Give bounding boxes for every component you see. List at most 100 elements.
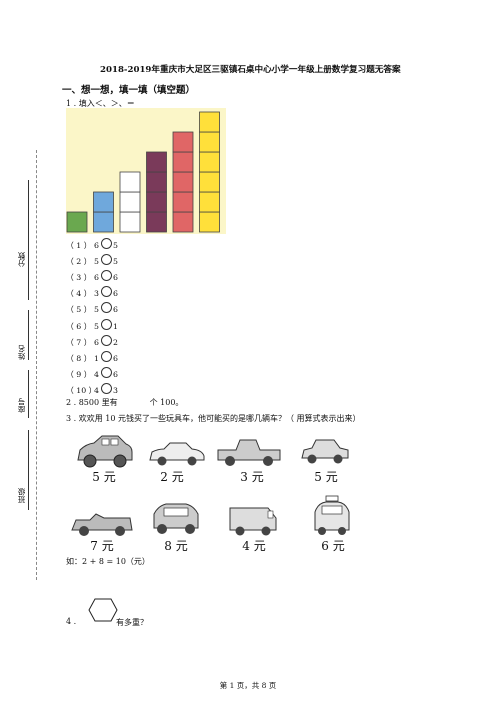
car-1-wheel <box>83 454 97 468</box>
question-3: 3 . 欢欢用 10 元钱买了一些玩具车，他可能买的是哪几辆车？（ 用算式表示出… <box>66 414 361 423</box>
car-price-3: 3 元 <box>240 470 264 484</box>
block-cube <box>146 171 167 193</box>
car-4-wheel <box>333 454 343 464</box>
block-cube <box>146 151 167 173</box>
comparison-row: （ 7 ） 6 2 <box>66 334 118 348</box>
answer-circle[interactable] <box>100 366 112 378</box>
section-heading: 一、想一想，填一填（填空题） <box>62 85 196 96</box>
comparison-right: 1 <box>112 321 118 331</box>
comparison-row: （ 1 ） 6 5 <box>66 238 118 251</box>
comparison-right: 6 <box>112 353 118 363</box>
comparison-index: （ 7 ） <box>66 337 92 347</box>
answer-circle[interactable] <box>100 318 112 330</box>
block-cube <box>199 211 220 233</box>
comparison-left: 1 <box>94 353 99 363</box>
comparison-index: （ 3 ） <box>66 273 92 283</box>
question-1: 1 . 填入＜、＞、＝ <box>66 99 135 108</box>
margin-score-line <box>28 180 29 300</box>
toy-car-2-picture <box>149 442 205 466</box>
block-cube <box>172 211 194 233</box>
block-cube <box>199 191 220 213</box>
example-equation: 如：2 + 8 = 10（元） <box>66 557 150 566</box>
comparison-left: 4 <box>94 369 99 379</box>
block-cube <box>93 191 114 213</box>
car-1-body <box>77 435 133 461</box>
comparison-row: （ 3 ） 6 6 <box>66 270 118 283</box>
car-price-1: 5 元 <box>92 470 116 484</box>
block-cube <box>66 211 88 233</box>
car-5-wheel <box>115 526 125 536</box>
page-footer: 第 1 页，共 8 页 <box>219 681 277 690</box>
comparison-row: （ 5 ） 5 6 <box>66 302 118 315</box>
comparison-left: 3 <box>94 289 99 299</box>
block-stack-picture <box>66 108 226 234</box>
car-8-wheel <box>318 527 326 535</box>
comparison-right: 6 <box>112 289 118 299</box>
car-1-window <box>110 438 119 446</box>
block-cube <box>172 131 194 153</box>
question-4-text: 有多重？ <box>116 618 148 627</box>
comparison-right: 6 <box>112 369 118 379</box>
comparison-row: （ 4 ） 3 6 <box>66 286 118 299</box>
car-price-4: 5 元 <box>314 470 338 484</box>
comparison-left: 4 <box>94 385 99 395</box>
margin-score-label: 分数 <box>17 252 26 267</box>
block-cube <box>199 171 220 193</box>
car-3-body <box>217 439 281 461</box>
comparison-index: （ 5 ） <box>66 305 92 315</box>
comparison-right: 5 <box>112 257 118 267</box>
answer-circle[interactable] <box>100 286 112 298</box>
car-7-wheel <box>261 526 271 536</box>
car-8-roof-sign <box>325 495 339 502</box>
comparison-left: 5 <box>94 321 99 331</box>
comparison-index: （ 10 ） <box>66 385 97 395</box>
answer-circle[interactable] <box>100 238 112 249</box>
comparison-right: 3 <box>112 385 118 395</box>
car-price-7: 4 元 <box>242 539 266 553</box>
car-price-8: 6 元 <box>321 539 345 553</box>
comparison-row: （ 9 ） 4 6 <box>66 366 118 380</box>
car-2-body <box>149 442 205 461</box>
block-cube <box>146 191 167 213</box>
block-cube <box>119 171 141 193</box>
block-cube <box>119 211 141 233</box>
block-cube <box>119 191 141 213</box>
comparison-index: （ 2 ） <box>66 257 92 267</box>
block-stacks <box>66 111 220 233</box>
answer-circle[interactable] <box>100 270 112 282</box>
question-2: 2 . 8500 里有 个 100。 <box>66 397 183 408</box>
car-8-wheel <box>338 527 346 535</box>
block-cube <box>172 151 194 173</box>
answer-circle[interactable] <box>100 350 112 362</box>
comparison-index: （ 6 ） <box>66 321 92 331</box>
comparison-index: （ 9 ） <box>66 369 92 379</box>
answer-circle[interactable] <box>100 334 112 346</box>
answer-circle[interactable] <box>100 382 112 394</box>
car-4-body <box>301 439 349 459</box>
binding-dashed-line <box>36 150 37 580</box>
margin-seat-label: 座号 <box>17 398 26 413</box>
comparison-row: （ 8 ） 1 6 <box>66 350 118 364</box>
toy-car-1-picture <box>77 435 133 468</box>
answer-circle[interactable] <box>100 302 112 314</box>
comparison-right: 6 <box>112 305 118 315</box>
margin-seat-line <box>28 370 29 418</box>
toy-car-5-picture <box>71 513 133 536</box>
car-1-window <box>101 438 110 446</box>
block-cube <box>172 191 194 213</box>
answer-circle[interactable] <box>100 254 112 266</box>
comparison-index: （ 1 ） <box>66 241 92 250</box>
car-1-wheel <box>113 454 127 468</box>
block-cube <box>199 151 220 173</box>
car-7-window <box>267 510 274 519</box>
comparison-left: 5 <box>94 257 99 267</box>
block-cube <box>199 131 220 153</box>
comparison-index: （ 8 ） <box>66 353 92 363</box>
car-3-wheel <box>225 456 235 466</box>
car-6-windshield <box>163 507 189 517</box>
comparison-row: （ 2 ） 5 5 <box>66 254 118 267</box>
car-5-wheel <box>79 526 89 536</box>
car-2-wheel <box>157 456 167 466</box>
toy-car-3-picture <box>217 439 281 466</box>
toy-car-6-picture <box>153 503 199 534</box>
